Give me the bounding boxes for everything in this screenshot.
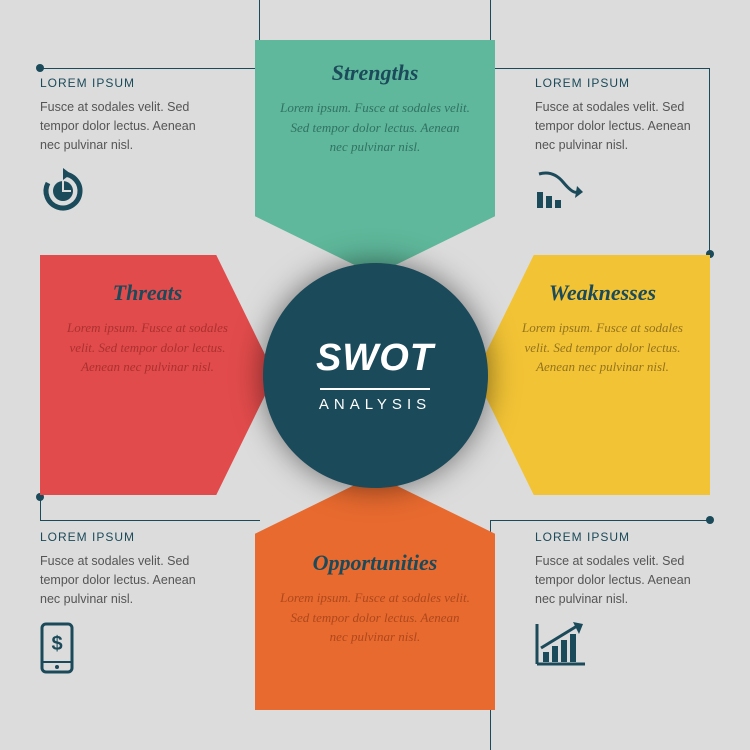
phone-money-icon: $ [40, 622, 215, 674]
connector-tl-dot [36, 64, 44, 72]
corner-br-body: Fusce at sodales velit. Sed tempor dolor… [535, 552, 710, 608]
quadrant-threats: Threats Lorem ipsum. Fusce at sodales ve… [40, 255, 275, 495]
corner-tr-body: Fusce at sodales velit. Sed tempor dolor… [535, 98, 710, 154]
strengths-body: Lorem ipsum. Fusce at sodales velit. Sed… [280, 98, 470, 157]
corner-tl-body: Fusce at sodales velit. Sed tempor dolor… [40, 98, 215, 154]
center-circle: SWOT ANALYSIS [263, 263, 488, 488]
swot-canvas: Strengths Lorem ipsum. Fusce at sodales … [0, 0, 750, 750]
connector-bl-h [40, 520, 260, 521]
opportunities-body: Lorem ipsum. Fusce at sodales velit. Sed… [280, 588, 470, 647]
center-divider [320, 388, 430, 390]
weaknesses-title: Weaknesses [549, 280, 656, 306]
threats-body: Lorem ipsum. Fusce at sodales velit. Sed… [60, 318, 235, 377]
corner-tl-header: LOREM IPSUM [40, 76, 215, 90]
connector-br-h [490, 520, 710, 521]
threats-title: Threats [113, 280, 183, 306]
center-title: SWOT [316, 337, 434, 380]
clock-reload-icon [40, 168, 215, 214]
connector-br-dot [706, 516, 714, 524]
chart-down-icon [535, 168, 710, 210]
svg-text:$: $ [51, 633, 62, 655]
quadrant-weaknesses: Weaknesses Lorem ipsum. Fusce at sodales… [475, 255, 710, 495]
corner-bottom-right: LOREM IPSUM Fusce at sodales velit. Sed … [535, 530, 710, 666]
corner-br-header: LOREM IPSUM [535, 530, 710, 544]
strengths-title: Strengths [332, 60, 419, 86]
corner-top-right: LOREM IPSUM Fusce at sodales velit. Sed … [535, 76, 710, 210]
weaknesses-body: Lorem ipsum. Fusce at sodales velit. Sed… [515, 318, 690, 377]
connector-tl-h [40, 68, 260, 69]
opportunities-title: Opportunities [313, 550, 438, 576]
quadrant-opportunities: Opportunities Lorem ipsum. Fusce at soda… [255, 475, 495, 710]
center-subtitle: ANALYSIS [319, 396, 431, 413]
chart-up-icon [535, 622, 710, 666]
corner-bl-body: Fusce at sodales velit. Sed tempor dolor… [40, 552, 215, 608]
corner-bottom-left: LOREM IPSUM Fusce at sodales velit. Sed … [40, 530, 215, 674]
corner-top-left: LOREM IPSUM Fusce at sodales velit. Sed … [40, 76, 215, 214]
connector-tr-h [490, 68, 710, 69]
corner-tr-header: LOREM IPSUM [535, 76, 710, 90]
corner-bl-header: LOREM IPSUM [40, 530, 215, 544]
quadrant-strengths: Strengths Lorem ipsum. Fusce at sodales … [255, 40, 495, 275]
